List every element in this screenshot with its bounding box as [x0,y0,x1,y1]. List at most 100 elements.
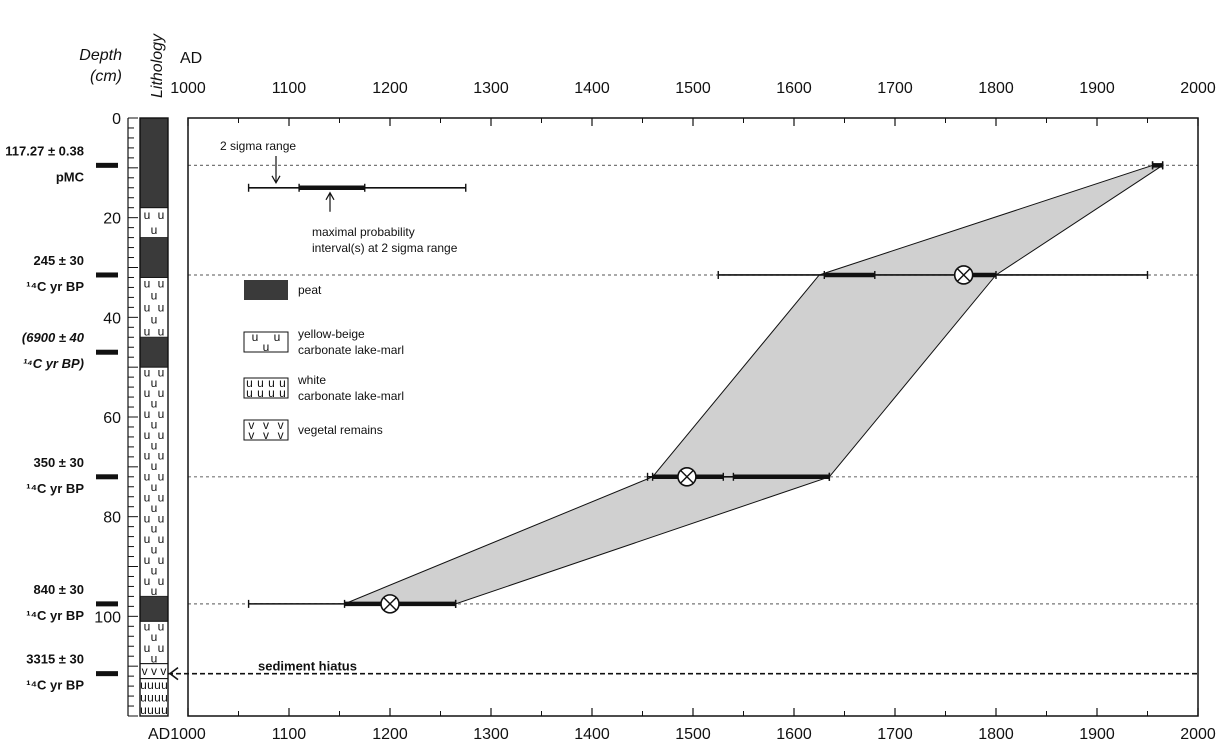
lithology-symbol: u [151,223,158,237]
lithology-symbol: u [279,386,286,400]
x-tick-label-bottom: 1300 [473,726,509,743]
axes: 1000100011001100120012001300130014001400… [5,80,1216,743]
median-marker-cross [680,470,694,484]
lithology-symbol: u [147,678,154,692]
sample-depth-marker [96,272,118,278]
lithology-symbol: u [158,620,165,634]
example-maxprob-arrowhead [325,191,335,201]
x-tick-label-top: 1700 [877,80,913,97]
lithology-symbol: u [161,690,168,704]
lithology-unit-peat [140,596,168,622]
lithology-title: Lithology [149,33,166,98]
lithology-symbol: u [158,428,165,442]
sample-unit-label: ¹⁴C yr BP) [23,356,84,371]
lithology-symbol: u [279,376,286,390]
y-tick-label: 80 [103,510,121,527]
lithology-symbol: u [144,490,151,504]
y-tick-label: 0 [112,111,121,128]
x-tick-label-top: 1600 [776,80,812,97]
lithology-symbol: u [151,501,158,515]
sample-depth-marker [96,349,118,355]
y-tick-label: 60 [103,410,121,427]
lithology-column: u uuu uuu uuu uu uuu uuu uuu uuu uuu uuu uuu uuu uuu u… [139,117,169,717]
lithology-symbol: u [154,703,161,717]
lithology-symbol: u [144,365,151,379]
example-maxprob-label-1: maximal probability [312,225,415,239]
x-tick-label-bottom: 2000 [1180,726,1216,743]
lithology-symbol: u [158,511,165,525]
lithology-symbol: u [144,407,151,421]
x-axis-bottom-title: AD [148,726,170,743]
lithology-symbol: u [151,438,158,452]
lithology-symbol: u [140,678,147,692]
lithology-symbol: u [147,690,154,704]
legend-label: peat [298,283,322,297]
lithology-symbol: u [144,532,151,546]
legend-label: yellow-beige [298,327,365,341]
x-tick-label-top: 1200 [372,80,408,97]
sample-age-label: 117.27 ± 0.38 [5,143,84,158]
example-range-arrowhead [271,175,281,184]
lithology-frame [139,117,169,717]
lithology-symbol: u [144,470,151,484]
lithology-symbol: u [158,208,165,222]
lithology-symbol: v [248,418,254,432]
lithology-symbol: u [246,386,253,400]
lithology-symbol: u [158,407,165,421]
lithology-symbol: u [144,300,151,314]
lithology-symbol: u [154,690,161,704]
lithology-symbol: u [268,386,275,400]
y-tick-label: 100 [94,609,121,626]
lithology-symbol: u [158,276,165,290]
lithology-symbol: u [144,276,151,290]
x-tick-label-top: 1800 [978,80,1014,97]
sample-unit-label: ¹⁴C yr BP [26,608,84,623]
lithology-symbol: u [158,553,165,567]
hiatus-arrow [168,667,179,681]
lithology-symbol: u [158,532,165,546]
x-tick-label-bottom: 1000 [170,726,206,743]
hiatus-label: sediment hiatus [258,659,357,674]
lithology-symbol: u [140,703,147,717]
sample-age-label: 840 ± 30 [33,582,84,597]
x-tick-label-bottom: 1600 [776,726,812,743]
example-range-label: 2 sigma range [220,139,296,153]
lithology-symbol: u [144,449,151,463]
y-axis-title-line2: (cm) [90,68,122,85]
lithology-symbol: u [144,620,151,634]
legend-swatch-yellow-marl [243,331,289,353]
x-tick-label-bottom: 1400 [574,726,610,743]
lithology-symbol: u [151,543,158,557]
x-tick-label-bottom: 1700 [877,726,913,743]
lithology-symbol: u [151,480,158,494]
lithology-symbol: u [144,386,151,400]
lithology-symbol: u [151,630,158,644]
x-tick-label-bottom: 1900 [1079,726,1115,743]
sample-depth-marker [96,601,118,607]
median-marker-cross [383,597,397,611]
lithology-symbol: u [144,641,151,655]
sample-age-label: 245 ± 30 [33,253,84,268]
lithology-symbol: u [151,584,158,598]
sample-age-label: 350 ± 30 [33,455,84,470]
lithology-symbol: u [144,428,151,442]
lithology-symbol: u [144,324,151,338]
lithology-symbol: u [140,690,147,704]
sample-unit-label: ¹⁴C yr BP [26,678,84,693]
x-tick-label-bottom: 1200 [372,726,408,743]
y-tick-label: 40 [103,310,121,327]
lithology-symbol: v [248,428,254,442]
plot-area: sediment hiatus [168,161,1198,681]
lithology-symbol: u [161,703,168,717]
lithology-symbol: u [158,641,165,655]
y-axis-title-line1: Depth [79,47,122,64]
y-tick-label: 20 [103,211,121,228]
lithology-symbol: u [151,417,158,431]
x-axis-top-title: AD [180,50,202,67]
lithology-symbol: u [151,288,158,302]
example-maxprob-label-2: interval(s) at 2 sigma range [312,241,458,255]
lithology-symbol: u [158,365,165,379]
sample-depth-marker [96,162,118,168]
legend-swatch-peat [244,280,288,300]
